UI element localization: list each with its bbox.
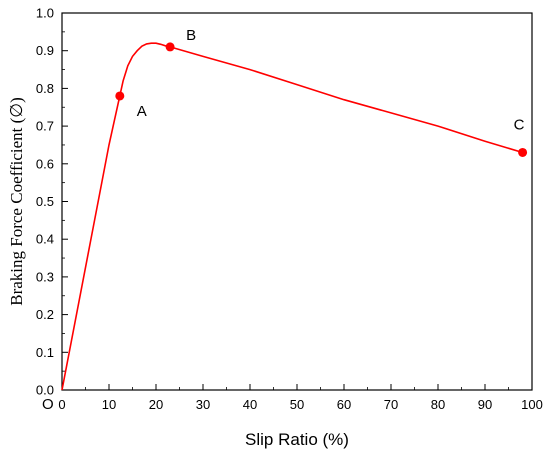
y-tick-label: 0.6 bbox=[36, 156, 54, 171]
y-tick-label: 0.9 bbox=[36, 43, 54, 58]
point-c bbox=[518, 147, 528, 157]
x-axis-title: Slip Ratio (%) bbox=[245, 430, 349, 449]
y-tick-label: 0.3 bbox=[36, 269, 54, 284]
point-b bbox=[165, 42, 175, 52]
y-tick-label: 0.4 bbox=[36, 232, 54, 247]
point-label-a: A bbox=[137, 103, 147, 120]
axes bbox=[61, 12, 533, 391]
x-tick-label: 30 bbox=[196, 397, 210, 412]
x-tick-label: 90 bbox=[478, 397, 492, 412]
point-a bbox=[115, 91, 125, 101]
y-tick-label: 0.1 bbox=[36, 345, 54, 360]
x-tick-label: 80 bbox=[431, 397, 445, 412]
y-tick-label: 0.8 bbox=[36, 81, 54, 96]
y-axis-title: Braking Force Coefficient (∅) bbox=[7, 97, 26, 306]
y-tick-label: 0.7 bbox=[36, 119, 54, 134]
x-tick-label: 40 bbox=[243, 397, 257, 412]
x-tick-label: 70 bbox=[384, 397, 398, 412]
x-tick-label: 20 bbox=[149, 397, 163, 412]
y-tick-label: 0.5 bbox=[36, 194, 54, 209]
x-tick-label: 100 bbox=[521, 397, 543, 412]
y-tick-label: 1.0 bbox=[36, 6, 54, 21]
x-tick-label: 0 bbox=[58, 397, 65, 412]
point-label-c: C bbox=[514, 116, 525, 133]
origin-label: O bbox=[42, 396, 54, 413]
ticks: 0 10 20 30 40 50 60 70 80 90 100 0.0 0.1 0.2 0.3 0.4 0.5… bbox=[36, 6, 543, 413]
series-line bbox=[61, 42, 523, 391]
y-tick-label: 0.0 bbox=[36, 383, 54, 398]
series bbox=[61, 42, 523, 391]
y-tick-label: 0.2 bbox=[36, 307, 54, 322]
plot-frame bbox=[61, 12, 533, 391]
points: A B C bbox=[115, 27, 528, 157]
x-tick-label: 50 bbox=[290, 397, 304, 412]
point-label-b: B bbox=[186, 27, 196, 44]
x-tick-label: 60 bbox=[337, 397, 351, 412]
x-tick-label: 10 bbox=[102, 397, 116, 412]
